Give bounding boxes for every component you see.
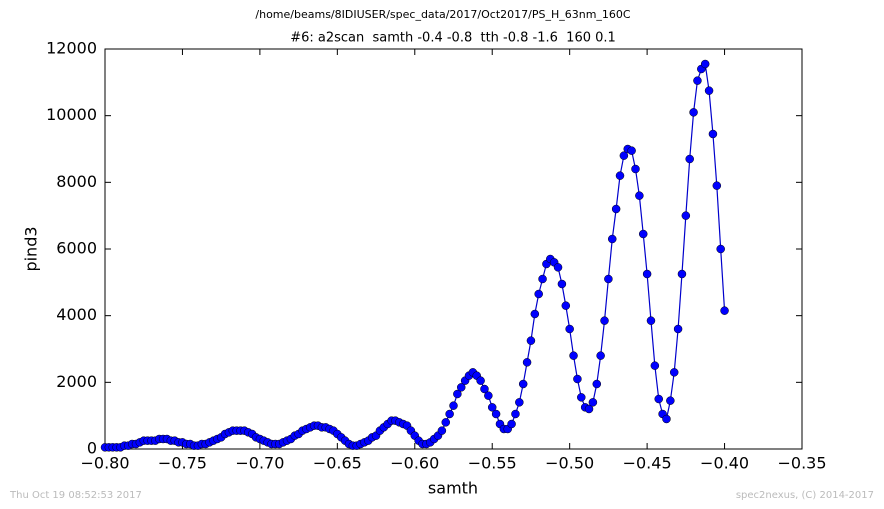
data-point — [635, 191, 644, 200]
y-tick-label: 10000 — [46, 105, 97, 124]
data-point — [441, 418, 451, 427]
data-point — [720, 306, 729, 315]
y-tick-label: 4000 — [56, 305, 97, 324]
data-point — [631, 164, 640, 174]
data-point — [642, 269, 652, 279]
y-axis-label: pind3 — [22, 226, 41, 271]
data-point — [716, 244, 725, 254]
data-point — [588, 398, 598, 407]
x-tick-label: −0.35 — [777, 454, 826, 473]
data-point — [538, 274, 547, 284]
footer-credit: spec2nexus, (C) 2014-2017 — [736, 490, 874, 501]
data-point — [700, 59, 710, 69]
data-point — [677, 269, 687, 279]
data-point — [534, 289, 543, 299]
x-tick-label: −0.65 — [313, 454, 362, 473]
data-point — [600, 316, 609, 325]
x-tick-label: −0.60 — [390, 454, 439, 473]
data-point — [685, 154, 694, 164]
data-point — [561, 301, 571, 310]
x-tick-label: −0.75 — [158, 454, 207, 473]
data-point — [608, 234, 617, 244]
x-tick-label: −0.50 — [545, 454, 594, 473]
data-point — [654, 394, 663, 404]
data-point — [712, 181, 722, 190]
data-point — [518, 379, 528, 389]
data-point — [480, 384, 489, 394]
data-point — [445, 409, 454, 419]
data-point — [584, 404, 594, 414]
data-point — [515, 398, 524, 407]
data-point — [693, 76, 702, 85]
y-tick-label: 0 — [87, 439, 97, 458]
data-point — [611, 204, 621, 214]
data-point — [662, 414, 671, 424]
data-point — [573, 374, 582, 384]
data-point — [511, 409, 520, 419]
data-point — [507, 419, 516, 429]
data-point — [596, 351, 605, 360]
chart-title: #6: a2scan samth -0.4 -0.8 tth -0.8 -1.6… — [290, 31, 616, 46]
y-tick-label: 2000 — [56, 372, 97, 391]
data-point — [569, 351, 578, 360]
data-point — [530, 309, 540, 319]
data-point — [484, 391, 493, 400]
footer-date: Thu Oct 19 08:52:53 2017 — [9, 490, 142, 501]
data-point — [565, 324, 574, 334]
data-point — [627, 146, 636, 155]
data-point — [526, 336, 536, 345]
data-point — [437, 426, 447, 435]
x-axis-label: samth — [428, 479, 478, 498]
file-path: /home/beams/8IDIUSER/spec_data/2017/Oct2… — [255, 8, 631, 21]
data-point — [669, 368, 679, 377]
data-point — [592, 379, 602, 389]
data-point — [487, 403, 497, 412]
data-point — [577, 393, 586, 402]
data-point — [522, 358, 532, 367]
data-point — [638, 229, 648, 239]
data-point — [453, 389, 462, 399]
y-tick-label: 8000 — [56, 172, 97, 191]
data-point — [650, 361, 660, 370]
x-tick-label: −0.70 — [235, 454, 284, 473]
x-tick-label: −0.40 — [700, 454, 749, 473]
x-tick-label: −0.45 — [623, 454, 672, 473]
plot-frame — [104, 48, 803, 450]
data-point — [553, 263, 563, 272]
data-point — [673, 324, 683, 334]
data-point — [557, 279, 567, 289]
data-point — [646, 316, 656, 325]
data-point — [689, 108, 698, 117]
data-point — [491, 409, 501, 419]
data-point — [666, 396, 675, 405]
data-point — [449, 401, 458, 410]
y-tick-label: 12000 — [46, 39, 97, 58]
x-tick-label: −0.55 — [468, 454, 517, 473]
data-point — [681, 211, 691, 220]
data-point — [456, 383, 466, 392]
data-point — [708, 129, 718, 139]
data-point — [615, 171, 625, 180]
y-tick-label: 6000 — [56, 239, 97, 258]
data-point — [604, 274, 613, 284]
data-point — [476, 376, 485, 385]
data-point — [704, 86, 714, 95]
data-line — [105, 62, 726, 448]
data-point — [619, 151, 629, 160]
x-tick-label: −0.80 — [80, 454, 129, 473]
